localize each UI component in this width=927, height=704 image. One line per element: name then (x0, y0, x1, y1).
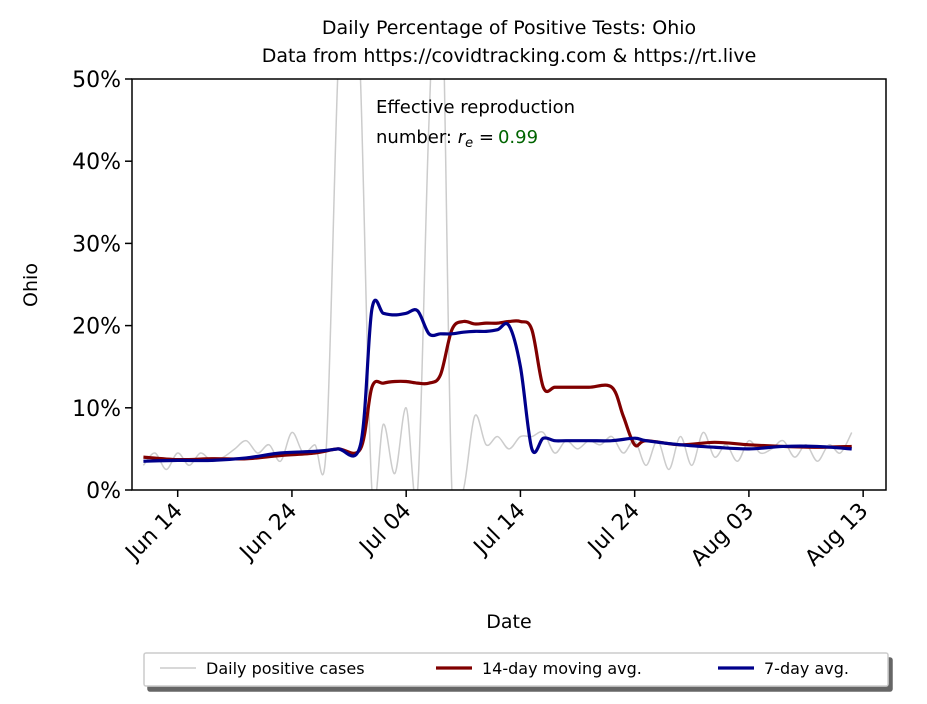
y-axis: 0% 10% 20% 30% 40% 50% (72, 68, 132, 504)
series-line-1 (143, 319, 852, 462)
y-tick-label: 50% (72, 68, 121, 93)
y-tick-label: 0% (86, 479, 121, 504)
series-line-0 (142, 79, 853, 490)
y-axis-label: Ohio (20, 263, 42, 307)
y-tick-label: 40% (72, 150, 121, 175)
x-tick-label: Jun 24 (234, 499, 302, 567)
x-axis: Jun 14 Jun 24 Jul 04 Jul 14 Jul 24 Aug 03 Aug … (120, 490, 874, 572)
plot-frame (131, 78, 887, 491)
chart-title-line1: Daily Percentage of Positive Tests: Ohio (322, 17, 696, 39)
legend-label: 14-day moving avg. (482, 659, 642, 678)
x-tick-label: Aug 13 (801, 499, 874, 572)
legend-label: 7-day avg. (764, 659, 849, 678)
y-tick-label: 10% (72, 397, 121, 422)
annotation-subscript: e (465, 136, 473, 151)
x-tick-label: Jul 24 (582, 499, 645, 562)
annotation-value: 0.99 (498, 127, 538, 148)
x-tick-label: Jul 04 (354, 499, 417, 562)
legend: Daily positive cases 14-day moving avg. 7-… (143, 652, 889, 687)
series-line-2 (143, 298, 852, 463)
x-axis-label: Date (486, 611, 531, 633)
legend-label: Daily positive cases (206, 659, 365, 678)
legend-box (143, 652, 889, 687)
chart-title-line2: Data from https://covidtracking.com & ht… (262, 45, 757, 67)
annotation-line1: Effective reproduction (376, 97, 575, 118)
y-tick-label: 20% (72, 315, 121, 340)
annotation-prefix: number: (376, 127, 458, 148)
annotation-line2: number: re = 0.99 (376, 127, 538, 151)
annotation-equals: = (473, 127, 494, 148)
series-layer (142, 79, 853, 490)
x-tick-label: Jul 14 (468, 499, 531, 562)
x-tick-label: Aug 03 (686, 499, 759, 572)
x-tick-label: Jun 14 (120, 499, 188, 567)
y-tick-label: 30% (72, 232, 121, 257)
annotation-symbol: r (458, 127, 467, 148)
